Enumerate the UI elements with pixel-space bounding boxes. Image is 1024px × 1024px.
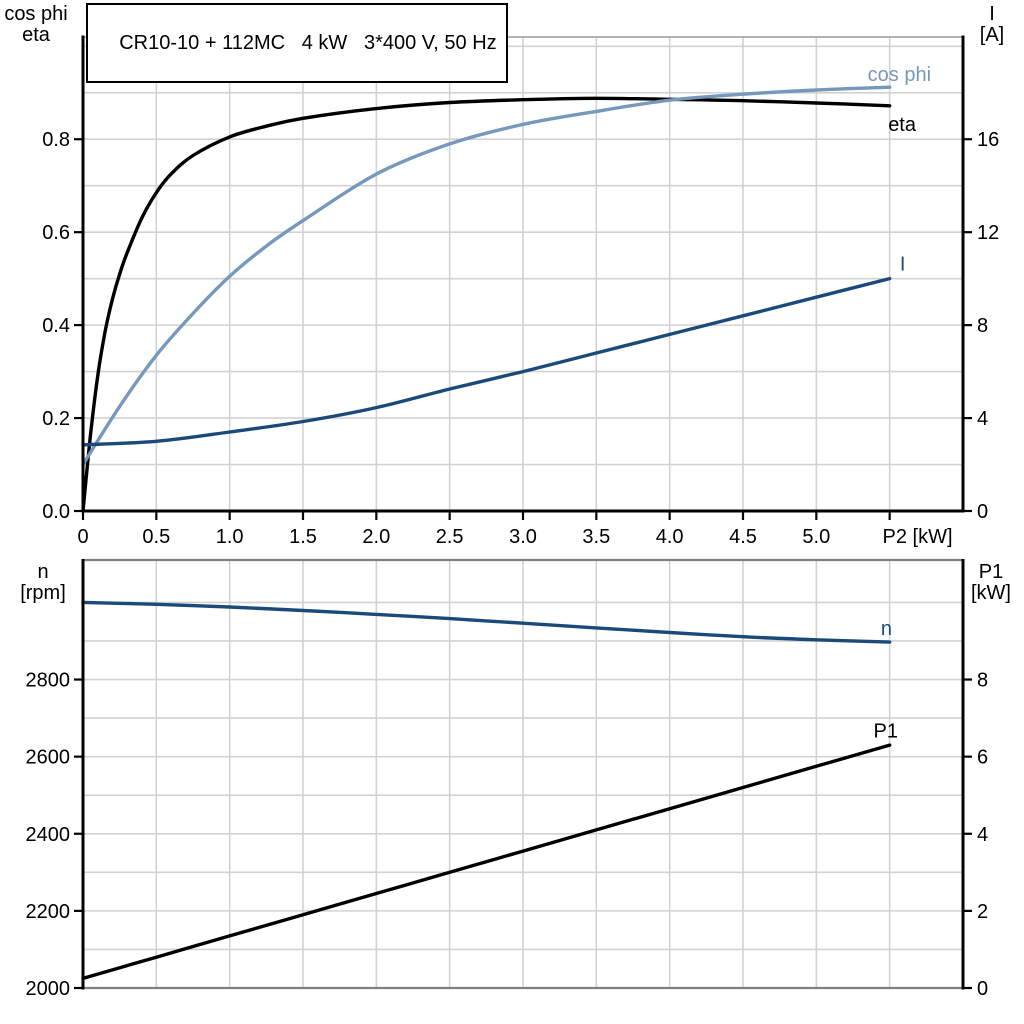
left-tick-label: 0.4: [42, 315, 70, 337]
series-bottom-chart: n P1: [81, 600, 898, 981]
right-tick-label: 2: [977, 901, 988, 923]
right-tick-label: 6: [977, 747, 988, 769]
left-tick-label: 2600: [26, 747, 71, 769]
x-tick-label: 3.5: [582, 526, 610, 548]
gridlines-bottom-chart: [83, 560, 963, 988]
x-tick-label: 3.0: [509, 526, 537, 548]
top-left-axis-title: cos phi eta: [2, 4, 70, 46]
right-tick-label: 4: [977, 408, 988, 430]
axis-title-speed: n: [37, 561, 49, 583]
x-tick-label: 0.5: [142, 526, 170, 548]
chart-title: CR10-10 + 112MC 4 kW 3*400 V, 50 Hz: [119, 32, 497, 54]
curve-label-I: I: [900, 254, 906, 276]
left-tick-label: 2800: [26, 670, 71, 692]
series-top-chart: eta cos phi I: [81, 64, 931, 513]
top-right-axis-title: I [A]: [962, 4, 1022, 46]
curve-label-P1: P1: [874, 720, 898, 742]
bottom-left-axis-title: n [rpm]: [8, 562, 78, 604]
x-tick-label: 4.0: [656, 526, 684, 548]
ticks-top-chart: 0 0.5 1.0 1.5 2.0 2.5 3.0 3.5 4.0 4.5 5.0 0.0 0.2 0.4…: [42, 129, 999, 548]
right-tick-label: 4: [977, 824, 988, 846]
curve-cos-phi: [81, 85, 892, 467]
x-tick-label: 5.0: [802, 526, 830, 548]
speed-input-power-chart: 2000 2200 2400 2600 2800 0 2 4 6 8 n P1: [26, 558, 989, 1000]
chart-title-box: CR10-10 + 112MC 4 kW 3*400 V, 50 Hz: [86, 3, 508, 83]
curve-label-n: n: [881, 618, 892, 640]
axis-title-cos-phi: cos phi: [4, 3, 68, 25]
curve-eta: [81, 96, 892, 513]
right-tick-label: 8: [977, 670, 988, 692]
bottom-right-axis-title: P1 [kW]: [960, 562, 1022, 604]
right-tick-label: 16: [977, 129, 999, 151]
curve-label-cos-phi: cos phi: [868, 64, 931, 86]
axis-title-speed-unit: [rpm]: [20, 582, 66, 604]
curve-label-eta: eta: [888, 114, 917, 136]
x-axis-unit-label: P2 [kW]: [883, 526, 953, 548]
left-tick-label: 0.8: [42, 129, 70, 151]
left-tick-label: 0.2: [42, 408, 70, 430]
x-tick-label: 2.0: [362, 526, 390, 548]
gridlines-top-chart: [83, 37, 963, 511]
motor-efficiency-current-chart: 0 0.5 1.0 1.5 2.0 2.5 3.0 3.5 4.0 4.5 5.0 0.0 0.2 0.4…: [42, 35, 999, 548]
left-tick-label: 0.0: [42, 501, 70, 523]
left-tick-label: 2000: [26, 978, 71, 1000]
axis-title-current-unit: [A]: [979, 24, 1005, 46]
x-tick-label: 2.5: [436, 526, 464, 548]
right-tick-label: 0: [977, 978, 988, 1000]
curve-n: [81, 600, 892, 644]
axis-title-current: I: [989, 3, 995, 25]
right-tick-label: 8: [977, 315, 988, 337]
left-tick-label: 2200: [26, 901, 71, 923]
left-tick-label: 0.6: [42, 222, 70, 244]
x-tick-label: 1.0: [216, 526, 244, 548]
x-tick-label: 1.5: [289, 526, 317, 548]
curve-I: [81, 276, 892, 447]
right-tick-label: 12: [977, 222, 999, 244]
x-tick-label: 4.5: [729, 526, 757, 548]
x-tick-label: 0: [77, 526, 88, 548]
curve-P1: [81, 743, 892, 981]
axis-title-p1: P1: [978, 561, 1004, 583]
ticks-bottom-chart: 2000 2200 2400 2600 2800 0 2 4 6 8: [26, 670, 989, 1000]
axis-title-eta: eta: [22, 24, 50, 46]
right-tick-label: 0: [977, 501, 988, 523]
left-tick-label: 2400: [26, 824, 71, 846]
axis-title-p1-unit: [kW]: [971, 582, 1011, 604]
